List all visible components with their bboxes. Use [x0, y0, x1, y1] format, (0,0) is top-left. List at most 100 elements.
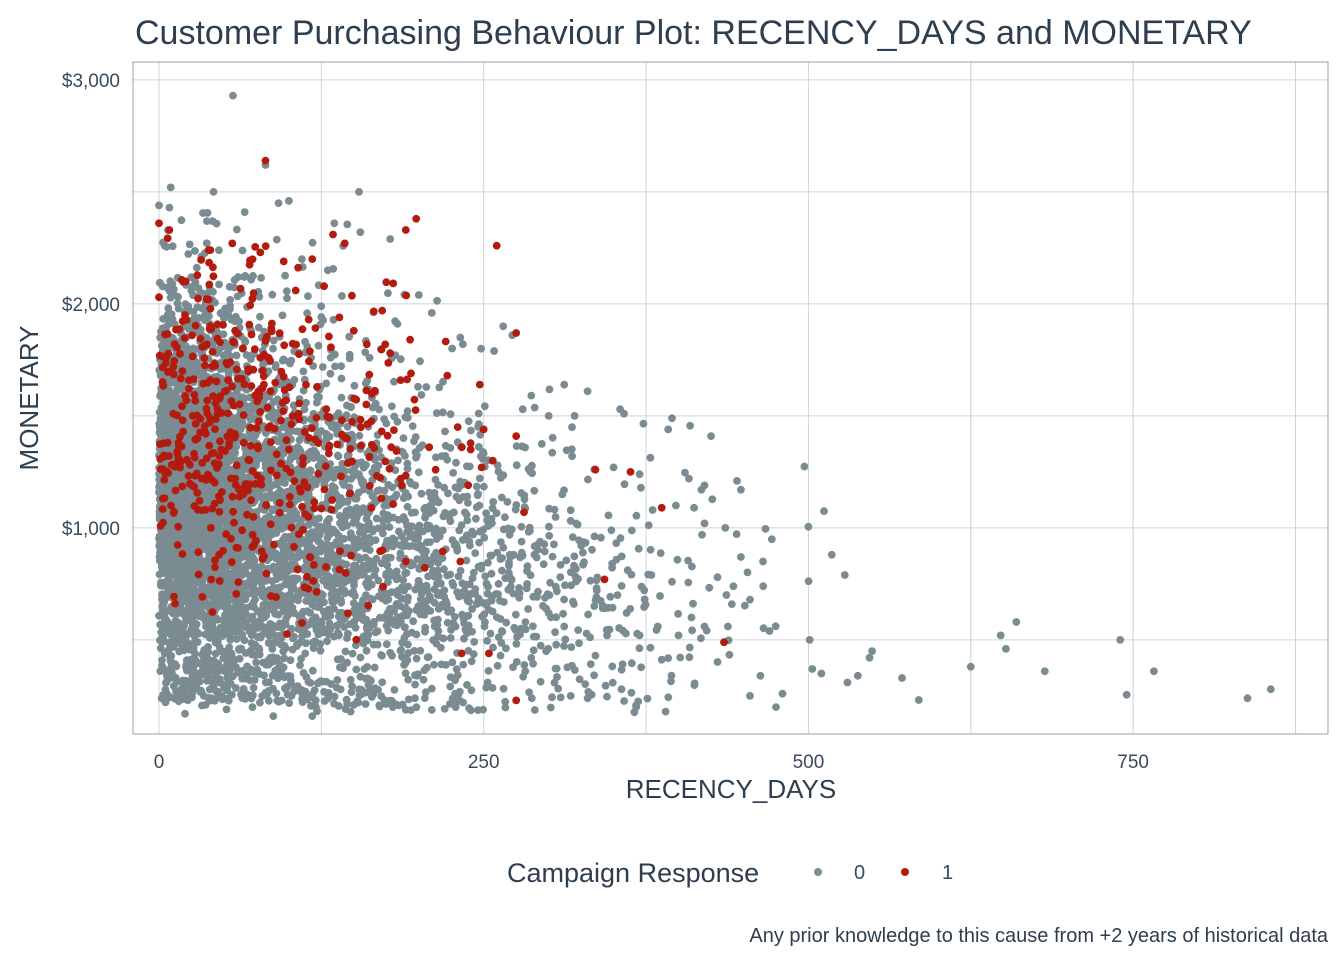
data-point-response-0 [208, 621, 217, 630]
data-point-response-0 [158, 638, 167, 646]
data-point-response-0 [255, 632, 264, 641]
data-point-response-0 [317, 302, 326, 311]
data-point-response-0 [440, 565, 448, 574]
data-point-response-0 [303, 545, 312, 554]
data-point-response-0 [213, 601, 222, 610]
data-point-response-0 [193, 638, 202, 646]
data-point-response-0 [334, 409, 343, 418]
data-point-response-0 [359, 463, 368, 472]
data-point-response-0 [365, 519, 373, 527]
data-point-response-0 [224, 514, 233, 523]
data-point-response-0 [162, 616, 171, 625]
data-point-response-0 [416, 541, 425, 550]
data-point-response-0 [375, 405, 383, 414]
data-point-response-0 [283, 294, 291, 303]
data-point-response-0 [178, 489, 186, 498]
data-point-response-0 [165, 573, 174, 581]
data-point-response-0 [264, 696, 273, 705]
data-point-response-0 [167, 310, 176, 318]
data-point-response-0 [168, 429, 177, 438]
data-point-response-0 [328, 423, 336, 431]
data-point-response-0 [312, 398, 321, 407]
data-point-response-0 [322, 555, 331, 564]
data-point-response-0 [451, 483, 460, 492]
data-point-response-0 [456, 566, 465, 575]
data-point-response-0 [235, 607, 244, 616]
data-point-response-0 [448, 344, 456, 353]
data-point-response-0 [191, 677, 200, 686]
data-point-response-0 [293, 686, 302, 694]
data-point-response-0 [405, 542, 413, 551]
data-point-response-0 [529, 646, 538, 655]
data-point-response-0 [173, 677, 181, 686]
data-point-response-0 [319, 576, 328, 585]
data-point-response-0 [261, 678, 270, 687]
data-point-response-0 [427, 500, 436, 509]
data-point-response-0 [394, 456, 402, 465]
data-point-response-0 [264, 660, 273, 669]
data-point-response-0 [183, 607, 192, 615]
data-point-response-0 [370, 463, 379, 472]
data-point-response-0 [566, 692, 575, 700]
data-point-response-0 [401, 604, 410, 612]
data-point-response-0 [497, 639, 506, 647]
data-point-response-0 [240, 623, 249, 631]
data-point-response-0 [371, 566, 380, 574]
data-point-response-0 [440, 705, 449, 713]
data-point-response-0 [382, 571, 390, 580]
data-point-response-0 [336, 465, 345, 474]
data-point-response-0 [639, 419, 648, 428]
data-point-response-0 [306, 609, 315, 617]
data-point-response-0 [404, 675, 413, 684]
data-point-response-0 [204, 671, 213, 680]
data-point-response-0 [421, 688, 430, 697]
data-point-response-0 [165, 523, 174, 532]
data-point-response-0 [255, 564, 264, 573]
data-point-response-0 [548, 433, 557, 442]
data-point-response-0 [486, 629, 495, 638]
data-point-response-0 [446, 634, 455, 642]
data-point-response-0 [310, 446, 318, 455]
data-point-response-0 [524, 605, 532, 613]
data-point-response-0 [302, 398, 310, 407]
data-point-response-0 [174, 697, 183, 706]
data-point-response-0 [287, 534, 296, 542]
data-point-response-0 [269, 344, 277, 353]
data-point-response-0 [427, 706, 436, 714]
data-point-response-0 [155, 570, 164, 579]
data-point-response-0 [425, 488, 434, 497]
data-point-response-0 [328, 482, 337, 491]
data-point-response-0 [383, 560, 392, 569]
data-point-response-0 [375, 701, 384, 710]
data-point-response-0 [204, 648, 213, 657]
data-point-response-0 [371, 399, 380, 408]
data-point-response-0 [249, 272, 257, 280]
data-point-response-0 [230, 550, 239, 559]
data-point-response-0 [346, 675, 355, 684]
data-point-response-0 [161, 648, 170, 657]
data-point-response-0 [365, 353, 374, 362]
data-point-response-0 [607, 526, 616, 535]
data-point-response-0 [230, 283, 239, 292]
data-point-response-0 [393, 586, 402, 595]
data-point-response-0 [378, 678, 387, 687]
data-point-response-0 [312, 548, 321, 557]
data-point-response-0 [496, 474, 505, 482]
data-point-response-0 [350, 471, 358, 480]
data-point-response-0 [373, 487, 382, 495]
data-point-response-0 [398, 638, 406, 647]
data-point-response-0 [391, 493, 399, 501]
data-point-response-0 [212, 614, 221, 623]
data-point-response-0 [205, 662, 213, 671]
data-point-response-0 [159, 600, 168, 609]
data-point-response-0 [161, 546, 170, 554]
data-point-response-0 [183, 666, 191, 675]
data-point-response-0 [296, 661, 304, 670]
data-point-response-0 [343, 521, 351, 530]
data-point-response-0 [501, 513, 509, 522]
data-point-response-0 [188, 282, 197, 291]
data-point-response-0 [356, 653, 365, 662]
data-point-response-0 [177, 216, 186, 225]
data-point-response-0 [176, 511, 185, 520]
data-point-response-0 [246, 413, 255, 421]
